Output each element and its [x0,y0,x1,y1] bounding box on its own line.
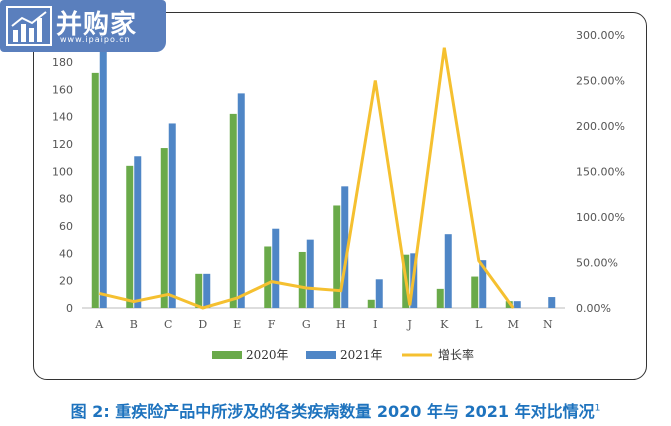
bar-2020 [195,273,203,308]
bar-2021 [444,234,452,308]
left-tick-label: 20 [59,275,73,288]
left-tick-label: 60 [59,220,73,233]
logo-name: 并购家 [56,10,138,40]
bar-2021 [341,186,349,308]
bar-2020 [471,276,479,308]
right-tick-label: 250.00% [576,75,625,88]
growth-line [98,47,515,310]
figure-caption: 图 2: 重疾险产品中所涉及的各类疾病数量 2020 年与 2021 年对比情况… [0,398,671,422]
bar-2020 [160,148,168,308]
category-label: A [94,318,104,331]
bar-2020 [367,299,375,308]
bar-2021 [203,273,211,308]
chart-svg: 0 20 40 60 80 100 120 140 160 180 0.00% 50.00% 100.… [52,29,625,362]
bar-2020 [333,205,341,308]
category-label: C [164,318,172,331]
right-tick-label: 50.00% [576,257,618,270]
bar-2020 [126,165,134,308]
logo: 并购家 www.ipaipo.cn [0,0,166,52]
category-label: E [233,318,241,331]
x-axis-labels: A B C D E F G H I J K L M N [94,318,553,331]
bar-2020 [264,246,272,308]
legend-label-2020: 2020年 [246,348,289,362]
legend-label-2021: 2021年 [340,348,383,362]
right-tick-label: 150.00% [576,166,625,179]
bar-2021 [237,93,245,308]
bar-2021 [513,301,521,308]
category-label: B [130,318,138,331]
right-tick-label: 200.00% [576,120,625,133]
left-tick-label: 160 [52,83,73,96]
caption-footnote: 1 [594,403,601,414]
category-label: L [475,318,483,331]
logo-url: www.ipaipo.cn [60,35,131,44]
left-tick-label: 180 [52,56,73,69]
right-tick-label: 100.00% [576,211,625,224]
bar-2021 [99,34,107,308]
bar-2020 [91,72,99,308]
legend-label-growth: 增长率 [438,347,474,362]
category-label: N [543,318,553,331]
category-label: K [440,318,449,331]
bar-2021 [548,297,556,308]
category-label: D [198,318,207,331]
category-label: H [336,318,346,331]
caption-text: 图 2: 重疾险产品中所涉及的各类疾病数量 2020 年与 2021 年对比情况 [70,402,595,421]
bar-2021 [479,260,487,308]
bars [91,34,556,308]
bar-2021 [375,279,383,308]
bar-2020 [436,288,444,308]
legend-swatch-2021 [306,351,336,359]
legend-swatch-2020 [212,351,242,359]
category-label: M [508,318,519,331]
left-tick-label: 120 [52,138,73,151]
category-label: J [407,318,412,331]
left-tick-label: 140 [52,111,73,124]
growth-line-path [98,47,515,310]
bar-2021 [168,123,176,308]
bar-2020 [229,113,237,308]
category-label: G [302,318,311,331]
right-axis: 0.00% 50.00% 100.00% 150.00% 200.00% 250.00% 3… [576,29,625,315]
bar-2021 [134,156,142,308]
right-tick-label: 300.00% [576,29,625,42]
logo-chart-icon [6,6,52,46]
left-tick-label: 80 [59,193,73,206]
left-tick-label: 40 [59,247,73,260]
left-tick-label: 0 [66,302,73,315]
right-tick-label: 0.00% [576,302,611,315]
left-axis: 0 20 40 60 80 100 120 140 160 180 [52,56,73,315]
bar-2021 [306,239,314,308]
category-label: F [268,318,276,331]
left-tick-label: 100 [52,165,73,178]
bar-2020 [298,251,306,308]
legend: 2020年 2021年 增长率 [212,347,474,362]
category-label: I [373,318,377,331]
bar-2021 [272,228,280,308]
